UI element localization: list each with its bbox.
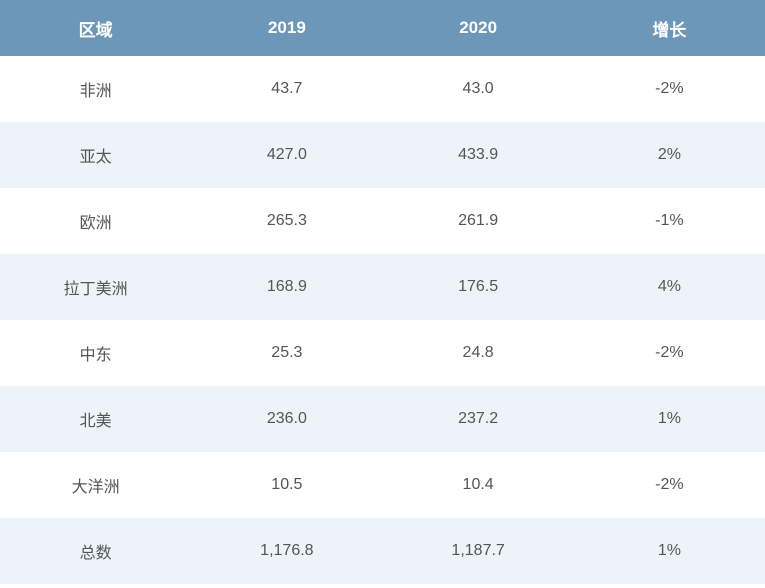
table-row: 大洋洲 10.5 10.4 -2% <box>0 452 765 518</box>
cell-region: 欧洲 <box>0 188 191 254</box>
table-row: 亚太 427.0 433.9 2% <box>0 122 765 188</box>
header-2019: 2019 <box>191 0 382 56</box>
cell-growth: 1% <box>574 386 765 452</box>
cell-growth: 1% <box>574 518 765 584</box>
cell-growth: -2% <box>574 320 765 386</box>
cell-2020: 43.0 <box>383 56 574 122</box>
data-table: 区域 2019 2020 增长 非洲 43.7 43.0 -2% 亚太 427.… <box>0 0 765 584</box>
cell-region: 北美 <box>0 386 191 452</box>
table-row: 欧洲 265.3 261.9 -1% <box>0 188 765 254</box>
cell-2020: 10.4 <box>383 452 574 518</box>
cell-2019: 43.7 <box>191 56 382 122</box>
cell-region: 中东 <box>0 320 191 386</box>
cell-growth: 2% <box>574 122 765 188</box>
cell-2020: 176.5 <box>383 254 574 320</box>
cell-region: 亚太 <box>0 122 191 188</box>
cell-2019: 427.0 <box>191 122 382 188</box>
cell-2020: 261.9 <box>383 188 574 254</box>
table-header: 区域 2019 2020 增长 <box>0 0 765 56</box>
cell-2020: 24.8 <box>383 320 574 386</box>
table-row: 非洲 43.7 43.0 -2% <box>0 56 765 122</box>
cell-2019: 168.9 <box>191 254 382 320</box>
table-body: 非洲 43.7 43.0 -2% 亚太 427.0 433.9 2% 欧洲 26… <box>0 56 765 584</box>
cell-2019: 10.5 <box>191 452 382 518</box>
cell-region: 拉丁美洲 <box>0 254 191 320</box>
cell-2019: 236.0 <box>191 386 382 452</box>
cell-2019: 1,176.8 <box>191 518 382 584</box>
cell-2020: 433.9 <box>383 122 574 188</box>
header-region: 区域 <box>0 0 191 56</box>
cell-growth: -2% <box>574 452 765 518</box>
table-row: 总数 1,176.8 1,187.7 1% <box>0 518 765 584</box>
cell-growth: -1% <box>574 188 765 254</box>
table-row: 拉丁美洲 168.9 176.5 4% <box>0 254 765 320</box>
table-row: 中东 25.3 24.8 -2% <box>0 320 765 386</box>
cell-region: 总数 <box>0 518 191 584</box>
header-row: 区域 2019 2020 增长 <box>0 0 765 56</box>
cell-2019: 265.3 <box>191 188 382 254</box>
cell-region: 大洋洲 <box>0 452 191 518</box>
cell-2020: 237.2 <box>383 386 574 452</box>
header-growth: 增长 <box>574 0 765 56</box>
table-row: 北美 236.0 237.2 1% <box>0 386 765 452</box>
cell-2020: 1,187.7 <box>383 518 574 584</box>
cell-region: 非洲 <box>0 56 191 122</box>
cell-2019: 25.3 <box>191 320 382 386</box>
cell-growth: 4% <box>574 254 765 320</box>
cell-growth: -2% <box>574 56 765 122</box>
header-2020: 2020 <box>383 0 574 56</box>
